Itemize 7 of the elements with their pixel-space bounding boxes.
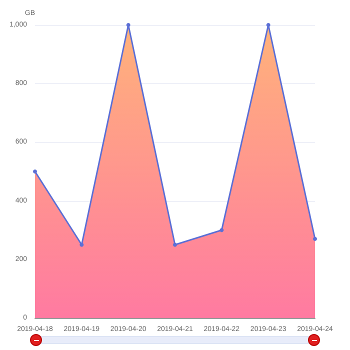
point <box>126 23 130 27</box>
point <box>220 228 224 232</box>
point <box>266 23 270 27</box>
point <box>33 170 37 174</box>
point <box>80 242 84 247</box>
point <box>173 242 177 247</box>
point <box>313 236 317 241</box>
